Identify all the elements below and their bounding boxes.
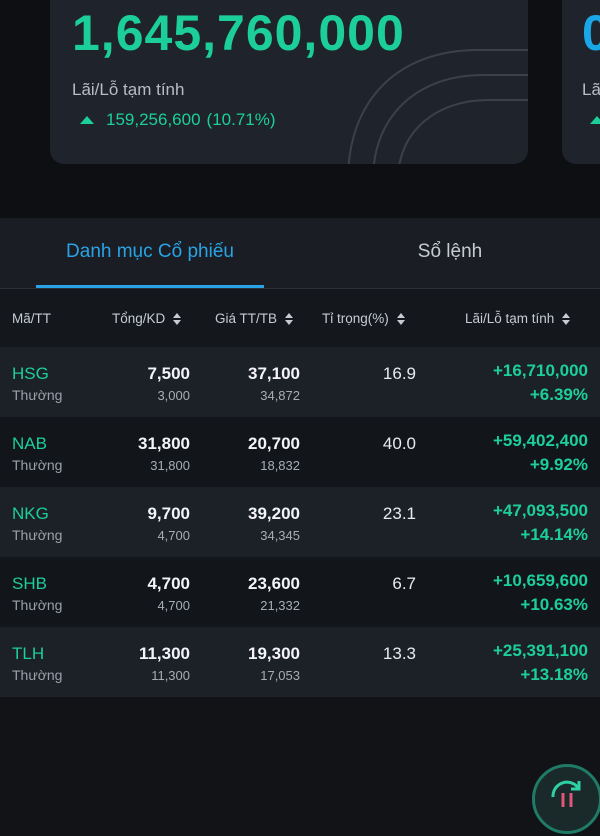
header-weight[interactable]: Tỉ trọng(%) bbox=[322, 311, 405, 326]
market-price: 39,200 bbox=[248, 504, 300, 523]
average-price: 34,872 bbox=[260, 388, 300, 403]
refresh-icon bbox=[551, 780, 581, 807]
average-price: 34,345 bbox=[260, 528, 300, 543]
table-row[interactable]: TLH Thường 11,300 11,300 19,300 17,053 1… bbox=[0, 627, 600, 697]
pnl-percent: +6.39% bbox=[529, 385, 588, 404]
pnl-value: +47,093,500 bbox=[492, 501, 588, 520]
pnl-percent: +10.63% bbox=[520, 595, 588, 614]
pnl-percent: +13.18% bbox=[520, 665, 588, 684]
holding-type: Thường bbox=[12, 457, 63, 473]
market-price: 20,700 bbox=[248, 434, 300, 453]
table-row[interactable]: HSG Thường 7,500 3,000 37,100 34,872 16.… bbox=[0, 347, 600, 417]
portfolio-table: HSG Thường 7,500 3,000 37,100 34,872 16.… bbox=[0, 347, 600, 697]
average-price: 17,053 bbox=[260, 668, 300, 683]
symbol[interactable]: HSG bbox=[12, 364, 49, 383]
pnl-value: 159,256,600 bbox=[106, 110, 201, 129]
tab-bar: Danh mục Cổ phiếu Sổ lệnh bbox=[0, 218, 600, 289]
header-price[interactable]: Giá TT/TB bbox=[215, 311, 294, 326]
table-row[interactable]: SHB Thường 4,700 4,700 23,600 21,332 6.7… bbox=[0, 557, 600, 627]
market-price: 19,300 bbox=[248, 644, 300, 663]
table-row[interactable]: NAB Thường 31,800 31,800 20,700 18,832 4… bbox=[0, 417, 600, 487]
triangle-up-icon bbox=[80, 116, 94, 124]
pnl-percent: +9.92% bbox=[529, 455, 588, 474]
total-quantity: 31,800 bbox=[138, 434, 190, 453]
header-symbol[interactable]: Mã/TT bbox=[12, 311, 51, 326]
tab-label: Danh mục Cổ phiếu bbox=[66, 241, 234, 262]
average-price: 18,832 bbox=[260, 458, 300, 473]
header-label: Mã/TT bbox=[12, 311, 51, 326]
total-quantity: 4,700 bbox=[147, 574, 190, 593]
total-quantity: 11,300 bbox=[138, 644, 190, 663]
header-pnl[interactable]: Lãi/Lỗ tạm tính bbox=[465, 311, 571, 326]
header-label: Tổng/KD bbox=[112, 311, 166, 326]
average-price: 21,332 bbox=[260, 598, 300, 613]
table-row[interactable]: NKG Thường 9,700 4,700 39,200 34,345 23.… bbox=[0, 487, 600, 557]
header-label: Tỉ trọng(%) bbox=[322, 311, 389, 326]
weight-percent: 13.3 bbox=[382, 644, 416, 663]
weight-percent: 40.0 bbox=[382, 434, 416, 453]
holding-type: Thường bbox=[12, 387, 63, 403]
secondary-summary-card[interactable]: 0 Lã bbox=[562, 0, 600, 164]
triangle-up-icon bbox=[590, 116, 600, 124]
market-price: 23,600 bbox=[248, 574, 300, 593]
refresh-button[interactable] bbox=[532, 764, 600, 834]
holding-type: Thường bbox=[12, 597, 63, 613]
symbol[interactable]: NKG bbox=[12, 504, 49, 523]
pnl-row: 159,256,600 (10.71%) bbox=[80, 110, 276, 130]
symbol[interactable]: SHB bbox=[12, 574, 47, 593]
total-quantity: 9,700 bbox=[147, 504, 190, 523]
holding-type: Thường bbox=[12, 527, 63, 543]
secondary-value: 0 bbox=[582, 5, 600, 61]
available-quantity: 3,000 bbox=[157, 388, 190, 403]
symbol[interactable]: TLH bbox=[12, 644, 45, 663]
available-quantity: 4,700 bbox=[157, 528, 190, 543]
asset-summary-card[interactable]: 1,645,760,000 Lãi/Lỗ tạm tính 159,256,60… bbox=[50, 0, 528, 164]
sort-icon bbox=[173, 312, 182, 325]
account-summary-area: 1,645,760,000 Lãi/Lỗ tạm tính 159,256,60… bbox=[0, 0, 600, 218]
pnl-value: +59,402,400 bbox=[492, 431, 588, 450]
available-quantity: 11,300 bbox=[151, 668, 190, 683]
sort-icon bbox=[285, 312, 294, 325]
tab-order-book[interactable]: Sổ lệnh bbox=[380, 218, 520, 288]
weight-percent: 6.7 bbox=[392, 574, 416, 593]
pnl-percent: +14.14% bbox=[520, 525, 588, 544]
total-quantity: 7,500 bbox=[147, 364, 190, 383]
available-quantity: 31,800 bbox=[150, 458, 190, 473]
header-label: Giá TT/TB bbox=[215, 311, 278, 326]
total-asset-value: 1,645,760,000 bbox=[72, 5, 405, 61]
pnl-value: +16,710,000 bbox=[492, 361, 588, 380]
sort-icon bbox=[396, 312, 405, 325]
header-label: Lãi/Lỗ tạm tính bbox=[465, 311, 555, 326]
pnl-label: Lãi/Lỗ tạm tính bbox=[72, 80, 185, 99]
tab-stock-portfolio[interactable]: Danh mục Cổ phiếu bbox=[36, 218, 264, 288]
market-price: 37,100 bbox=[248, 364, 300, 383]
holding-type: Thường bbox=[12, 667, 63, 683]
pnl-value: +10,659,600 bbox=[492, 571, 588, 590]
pnl-value: +25,391,100 bbox=[492, 641, 588, 660]
weight-percent: 23.1 bbox=[382, 504, 416, 523]
header-total[interactable]: Tổng/KD bbox=[112, 311, 182, 326]
sort-icon bbox=[562, 312, 571, 325]
available-quantity: 4,700 bbox=[157, 598, 190, 613]
card-decoration-icon bbox=[347, 49, 528, 164]
symbol[interactable]: NAB bbox=[12, 434, 47, 453]
pnl-percent: (10.71%) bbox=[206, 110, 276, 129]
active-tab-indicator bbox=[36, 285, 264, 288]
tab-label: Sổ lệnh bbox=[417, 241, 483, 262]
secondary-pnl-label: Lã bbox=[582, 80, 600, 99]
weight-percent: 16.9 bbox=[382, 364, 416, 383]
table-header: Mã/TT Tổng/KD Giá TT/TB Tỉ trọng(%) Lãi/… bbox=[0, 289, 600, 347]
